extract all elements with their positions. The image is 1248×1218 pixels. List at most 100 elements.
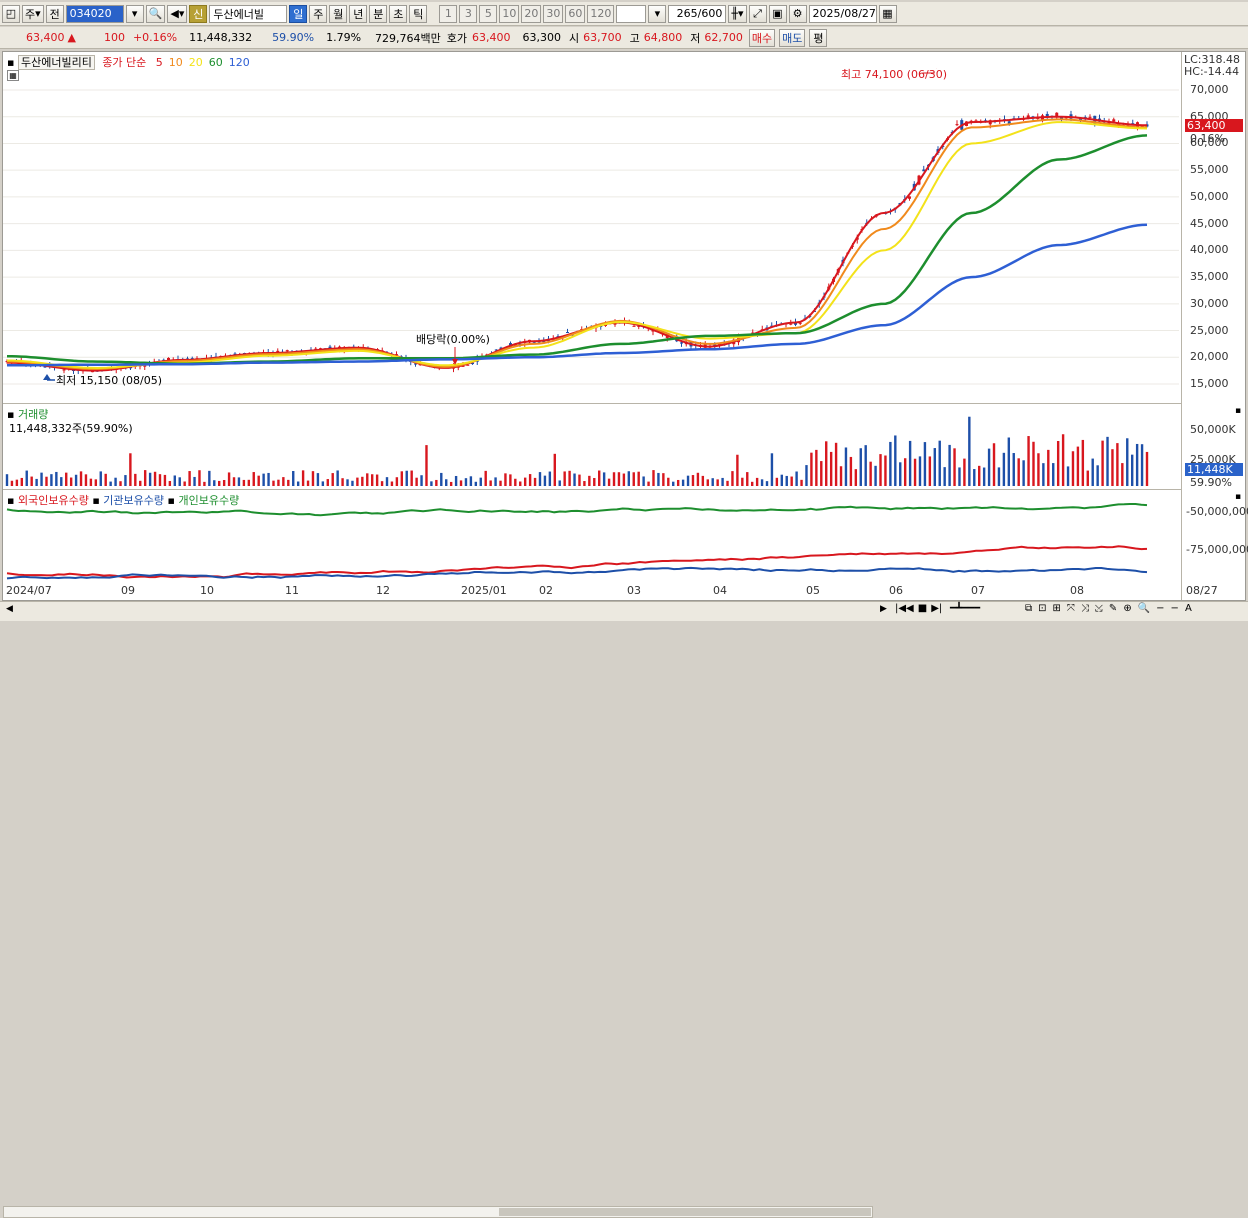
count-field[interactable]: 265/600 [668,4,727,23]
date-field[interactable]: 2025/08/27 [808,4,877,23]
zoom-slider[interactable]: ━┻━━━ [950,603,981,614]
volume-bar [459,480,463,486]
period-tab[interactable]: 주 [309,4,328,23]
minus-icon[interactable]: − [1156,603,1165,614]
period-tab[interactable]: 일 [289,4,308,23]
volume-bar [963,458,966,486]
volume-bar [326,479,329,486]
scroll-thumb[interactable] [499,1208,871,1216]
volume-bar [74,474,78,486]
period-tab[interactable]: 초 [389,4,408,23]
volume-bar [943,467,946,486]
code-dropdown-icon[interactable]: ▾ [125,4,144,23]
volume-bar [430,481,433,486]
volume-bar [69,477,73,486]
edit-icon[interactable]: ✎ [1108,603,1118,614]
volume-bar [1130,454,1134,486]
interval-dropdown-icon[interactable]: ▾ [648,4,667,23]
interval-button[interactable]: 5 [479,4,498,23]
volume-bar [479,477,482,486]
chart-canvas[interactable] [3,52,1179,600]
first-page-icon[interactable]: |◀◀ [895,603,914,614]
interval-button[interactable]: 10 [499,4,520,23]
period-tab[interactable]: 분 [369,4,388,23]
period-tab[interactable]: 틱 [409,4,428,23]
prev-button[interactable]: 전 [45,4,64,23]
interval-input[interactable] [616,4,647,23]
stop-icon[interactable]: ■ [917,603,928,614]
font-size-icon[interactable]: A [1184,603,1192,614]
volume-bar [449,481,453,486]
draw-tool-icon[interactable]: ⤢ [748,4,767,23]
stock-title[interactable]: 두산에너빌리티 [17,55,95,70]
volume-bar [99,471,102,486]
search-icon[interactable]: 🔍 [145,4,166,23]
volume-bar [514,478,517,486]
candle-type-icon[interactable]: ╫▾ [728,4,747,23]
interval-button[interactable]: 3 [459,4,478,23]
eval-button[interactable]: 평 [809,28,828,47]
interval-button[interactable]: 1 [439,4,458,23]
price-tick: 30,000 [1190,296,1229,310]
save-icon[interactable]: ▣ [768,4,787,23]
period-tab[interactable]: 월 [329,4,348,23]
copy-icon[interactable]: ⧉ [1025,603,1033,614]
scroll-left-icon[interactable]: ◀ [6,604,13,614]
volume-bar [163,474,167,486]
candle-body [1055,112,1059,118]
volume-ratio: 59.90% [272,31,315,44]
interval-button[interactable]: 30 [543,4,564,23]
pane-divider[interactable] [3,489,1181,490]
volume-bar [736,454,739,486]
price-tick: 40,000 [1190,243,1229,257]
volume-value: 11,448,332주(59.90%) [9,422,133,435]
volume-bar [1145,451,1149,486]
pane-close-icon[interactable]: ▪ [1235,492,1242,502]
volume-bar [1017,458,1020,486]
window-icon[interactable]: ⊡ [1038,603,1047,614]
interval-button[interactable]: 120 [587,4,615,23]
calendar-icon[interactable]: ▦ [878,4,897,23]
pane-divider[interactable] [3,403,1181,404]
period-tab[interactable]: 년 [349,4,368,23]
buy-button[interactable]: 매수 [748,28,776,47]
volume-bar [139,480,142,486]
zoom-icon[interactable]: ⊕ [1123,603,1132,614]
volume-bar [104,473,107,486]
volume-bar [445,479,448,486]
volume-bar [1081,439,1085,486]
horizontal-scrollbar[interactable] [3,1206,873,1218]
table-icon[interactable]: ▦ [7,70,19,81]
window-menu-icon[interactable]: ◰ [2,4,20,23]
interval-button[interactable]: 20 [521,4,542,23]
candle-body [1088,116,1092,118]
speaker-icon[interactable]: ◀▾ [167,4,188,23]
layout-icon[interactable]: ⊞ [1052,603,1061,614]
gear-icon[interactable]: ⚙ [788,4,807,23]
stock-code-input[interactable]: 034020 [65,4,124,23]
crosshair-icon[interactable]: ⤧ [1066,603,1075,614]
pane-menu-icon[interactable]: ▪ [7,494,15,507]
volume-bar [168,481,172,486]
sell-button[interactable]: 매도 [779,28,806,47]
arrow-icon[interactable]: ⤩ [1094,603,1103,614]
pane-menu-icon[interactable]: ▪ [7,56,15,69]
pane-close-icon[interactable]: ▪ [1235,406,1242,416]
magnifier-icon[interactable]: 🔍 [1137,603,1151,614]
scroll-right-icon[interactable]: ▶ [880,604,887,614]
volume-bar [336,470,339,486]
dash-icon[interactable]: − [1170,603,1179,614]
last-page-icon[interactable]: ▶| [931,603,943,614]
pane-menu-icon[interactable]: ▪ [7,408,15,421]
market-select[interactable]: 주 ▾ [22,4,44,23]
candle-body [395,354,398,356]
chart-area[interactable]: ▪ 두산에너빌리티 종가 단순 5 10 20 60 120 ▦ 최고 74,100 (… [2,51,1248,601]
volume-bar [218,480,221,486]
trend-icon[interactable]: ⤨ [1080,603,1089,614]
volume-bar [435,479,438,486]
volume-bar [262,473,265,486]
interval-button[interactable]: 60 [565,4,586,23]
volume-bar [272,480,275,486]
volume-bar [425,445,428,486]
volume-bar [528,474,532,486]
